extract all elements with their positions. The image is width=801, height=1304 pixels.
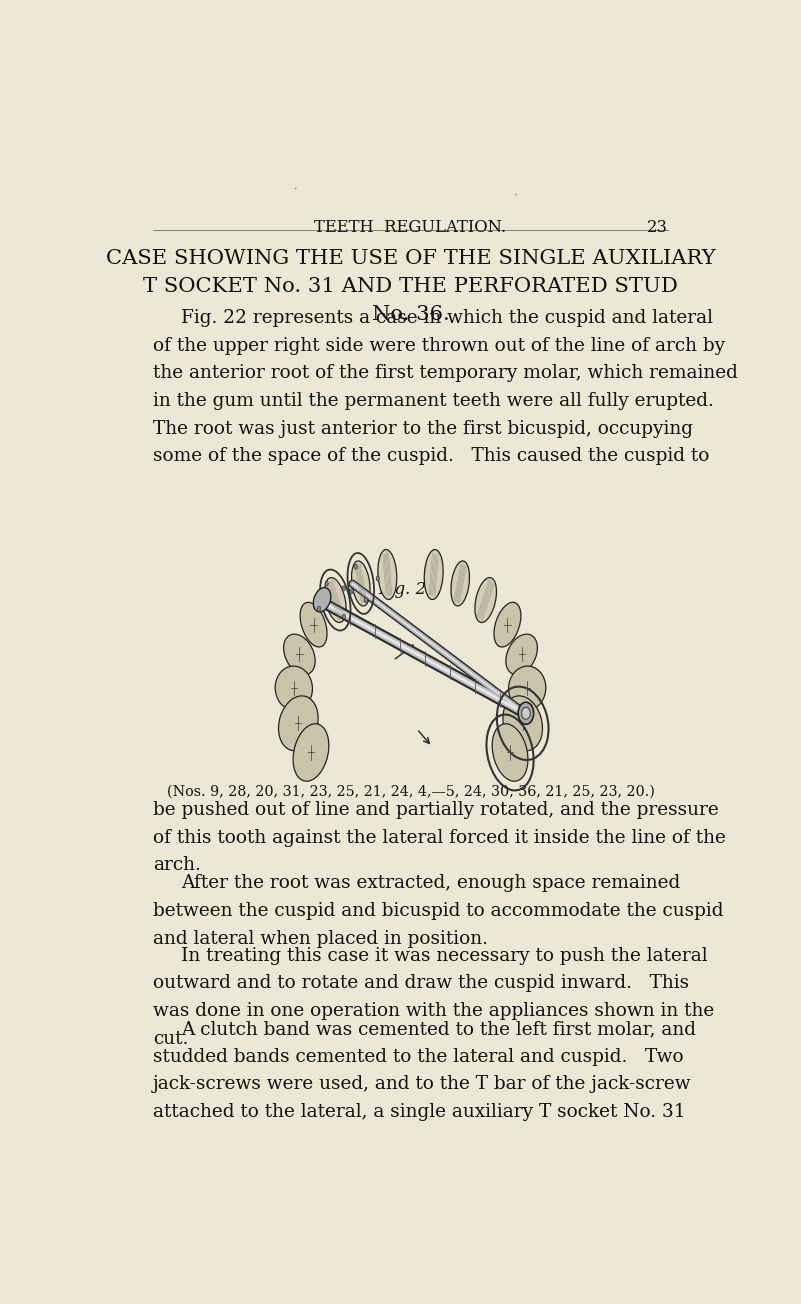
Ellipse shape	[451, 561, 469, 606]
Text: of the upper right side were thrown out of the line of arch by: of the upper right side were thrown out …	[153, 336, 725, 355]
Ellipse shape	[293, 724, 329, 781]
Text: in the gum until the permanent teeth were all fully erupted.: in the gum until the permanent teeth wer…	[153, 393, 714, 409]
Text: A clutch band was cemented to the left first molar, and: A clutch band was cemented to the left f…	[181, 1020, 696, 1038]
Ellipse shape	[378, 549, 396, 600]
Text: (Nos. 9, 28, 20, 31, 23, 25, 21, 24, 4,—5, 24, 30, 36, 21, 25, 23, 20.): (Nos. 9, 28, 20, 31, 23, 25, 21, 24, 4,—…	[167, 785, 654, 799]
Ellipse shape	[492, 724, 528, 781]
Ellipse shape	[279, 696, 318, 751]
Text: ·: ·	[514, 190, 517, 201]
Ellipse shape	[317, 606, 320, 612]
Text: attached to the lateral, a single auxiliary T socket No. 31: attached to the lateral, a single auxili…	[153, 1103, 686, 1121]
Ellipse shape	[518, 702, 533, 724]
Text: CASE SHOWING THE USE OF THE SINGLE AUXILIARY: CASE SHOWING THE USE OF THE SINGLE AUXIL…	[106, 249, 715, 267]
Ellipse shape	[325, 582, 328, 585]
Text: T SOCKET No. 31 AND THE PERFORATED STUD: T SOCKET No. 31 AND THE PERFORATED STUD	[143, 276, 678, 296]
Text: ·: ·	[294, 185, 297, 194]
Ellipse shape	[324, 578, 346, 622]
Ellipse shape	[342, 614, 345, 619]
Ellipse shape	[509, 666, 545, 711]
Text: jack-screws were used, and to the T bar of the jack-screw: jack-screws were used, and to the T bar …	[153, 1076, 691, 1093]
Text: No. 36.: No. 36.	[372, 305, 449, 325]
Text: studded bands cemented to the lateral and cuspid.   Two: studded bands cemented to the lateral an…	[153, 1047, 683, 1065]
Ellipse shape	[342, 585, 345, 591]
Ellipse shape	[503, 696, 542, 751]
Text: outward and to rotate and draw the cuspid inward.   This: outward and to rotate and draw the cuspi…	[153, 974, 689, 992]
Text: the anterior root of the first temporary molar, which remained: the anterior root of the first temporary…	[153, 364, 738, 382]
Text: be pushed out of line and partially rotated, and the pressure: be pushed out of line and partially rota…	[153, 801, 718, 819]
Text: TEETH  REGULATION.: TEETH REGULATION.	[315, 219, 506, 236]
Text: was done in one operation with the appliances shown in the: was done in one operation with the appli…	[153, 1001, 714, 1020]
Text: After the root was extracted, enough space remained: After the root was extracted, enough spa…	[181, 875, 680, 892]
Text: 23: 23	[647, 219, 668, 236]
Ellipse shape	[300, 602, 327, 647]
Ellipse shape	[521, 707, 530, 720]
Ellipse shape	[313, 588, 331, 612]
Ellipse shape	[506, 634, 537, 674]
Ellipse shape	[475, 578, 497, 622]
Text: arch.: arch.	[153, 857, 201, 874]
Text: of this tooth against the lateral forced it inside the line of the: of this tooth against the lateral forced…	[153, 829, 726, 846]
Text: In treating this case it was necessary to push the lateral: In treating this case it was necessary t…	[181, 947, 707, 965]
Ellipse shape	[425, 549, 443, 600]
Ellipse shape	[364, 597, 368, 602]
Text: between the cuspid and bicuspid to accommodate the cuspid: between the cuspid and bicuspid to accom…	[153, 902, 723, 921]
Ellipse shape	[276, 666, 312, 711]
Text: and lateral when placed in position.: and lateral when placed in position.	[153, 930, 488, 948]
Ellipse shape	[284, 634, 315, 674]
Text: Fig. 22 represents a case in which the cuspid and lateral: Fig. 22 represents a case in which the c…	[181, 309, 713, 327]
Ellipse shape	[354, 565, 357, 570]
Text: some of the space of the cuspid.   This caused the cuspid to: some of the space of the cuspid. This ca…	[153, 447, 709, 466]
Ellipse shape	[494, 602, 521, 647]
Text: cut.: cut.	[153, 1030, 188, 1047]
Text: Fig. 22.: Fig. 22.	[379, 582, 442, 599]
Ellipse shape	[350, 589, 353, 593]
Text: The root was just anterior to the first bicuspid, occupying: The root was just anterior to the first …	[153, 420, 693, 438]
Ellipse shape	[376, 576, 380, 582]
Ellipse shape	[352, 561, 370, 606]
